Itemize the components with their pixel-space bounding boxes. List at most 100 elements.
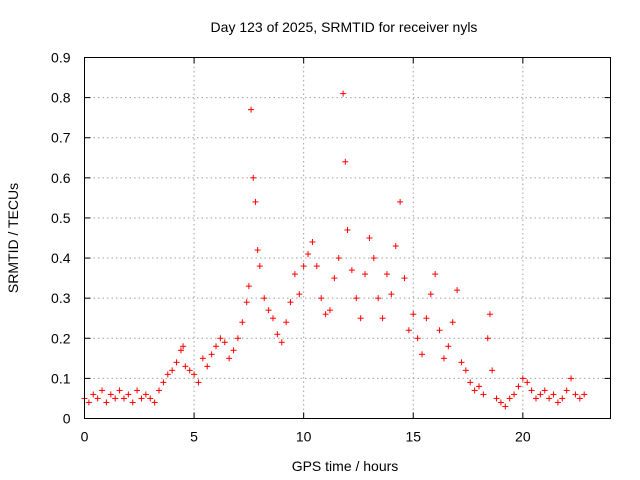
data-point: [173, 359, 180, 366]
data-point: [480, 391, 487, 398]
data-point: [454, 287, 461, 294]
data-point: [515, 383, 522, 390]
data-point: [427, 291, 434, 298]
data-point: [462, 367, 469, 374]
data-point: [213, 343, 219, 350]
data-point: [489, 367, 496, 374]
data-point: [335, 255, 342, 262]
data-point: [511, 391, 518, 398]
data-point: [252, 198, 259, 205]
y-tick-label: 0.4: [51, 250, 71, 266]
data-point: [107, 391, 114, 398]
data-point: [340, 90, 347, 97]
data-point: [471, 387, 478, 394]
data-point: [440, 355, 447, 362]
data-point: [546, 395, 553, 402]
data-point: [265, 307, 272, 314]
data-point: [248, 106, 255, 113]
data-point: [99, 387, 106, 394]
x-tick-label: 20: [515, 429, 531, 445]
data-point: [164, 371, 171, 378]
data-point: [278, 339, 285, 346]
y-tick-label: 0: [63, 411, 71, 427]
data-point: [134, 387, 141, 394]
y-tick-label: 0.2: [51, 330, 71, 346]
data-point: [449, 319, 456, 326]
data-point: [195, 379, 202, 386]
data-point: [147, 395, 154, 402]
data-point: [519, 375, 526, 382]
y-tick-label: 0.1: [51, 370, 71, 386]
data-point: [397, 198, 404, 205]
data-point: [568, 375, 575, 382]
data-point: [116, 387, 123, 394]
grid: [84, 57, 611, 419]
data-point: [506, 395, 513, 402]
data-point: [493, 395, 500, 402]
data-point: [103, 399, 110, 406]
data-point: [405, 327, 412, 334]
data-point: [94, 395, 101, 402]
data-point: [180, 343, 187, 350]
data-point: [357, 315, 364, 322]
data-point: [362, 271, 369, 278]
data-point: [375, 295, 382, 302]
data-point: [177, 347, 184, 354]
x-axis: 0 5 10 15 20: [81, 57, 531, 445]
data-point: [502, 403, 509, 410]
data-point: [476, 383, 482, 390]
data-point: [274, 331, 281, 338]
data-point: [419, 351, 426, 358]
data-point: [379, 315, 386, 322]
data-point: [366, 235, 373, 241]
data-point: [524, 379, 531, 386]
data-point: [269, 315, 276, 322]
data-point: [559, 395, 566, 402]
data-point: [572, 391, 579, 398]
data-point: [410, 311, 417, 318]
data-point: [423, 315, 430, 322]
data-point: [532, 395, 539, 402]
y-tick-label: 0.7: [51, 130, 71, 146]
data-point: [326, 307, 333, 314]
y-tick-label: 0.5: [51, 210, 71, 226]
data-point: [550, 391, 557, 398]
data-point: [287, 299, 294, 306]
x-tick-label: 10: [296, 429, 312, 445]
data-point: [322, 311, 329, 318]
chart-title: Day 123 of 2025, SRMTID for receiver nyl…: [211, 19, 478, 35]
y-tick-label: 0.6: [51, 170, 71, 186]
data-point: [300, 263, 307, 270]
data-point: [230, 347, 237, 354]
data-point: [261, 295, 268, 302]
data-point: [254, 247, 261, 254]
data-point: [342, 158, 349, 165]
data-point: [234, 335, 241, 342]
y-axis-title: SRMTID / TECUs: [5, 183, 21, 293]
data-point: [486, 311, 493, 318]
data-point: [467, 379, 474, 386]
data-point: [125, 391, 132, 398]
data-point: [318, 295, 325, 302]
data-point: [458, 359, 465, 366]
data-point: [309, 239, 316, 246]
data-point: [305, 251, 312, 258]
x-axis-title: GPS time / hours: [292, 458, 399, 474]
data-point: [432, 271, 439, 278]
data-point: [497, 399, 504, 406]
data-point: [388, 291, 395, 298]
data-point: [370, 255, 377, 262]
data-point: [414, 335, 421, 342]
x-tick-label: 0: [81, 429, 89, 445]
data-points: [81, 90, 588, 410]
y-tick-label: 0.8: [51, 90, 71, 106]
data-point: [85, 399, 92, 406]
data-point: [353, 295, 360, 302]
data-point: [313, 263, 320, 270]
data-point: [445, 343, 452, 350]
data-point: [554, 399, 561, 406]
data-point: [401, 275, 408, 282]
data-point: [226, 355, 233, 362]
data-point: [217, 335, 224, 342]
